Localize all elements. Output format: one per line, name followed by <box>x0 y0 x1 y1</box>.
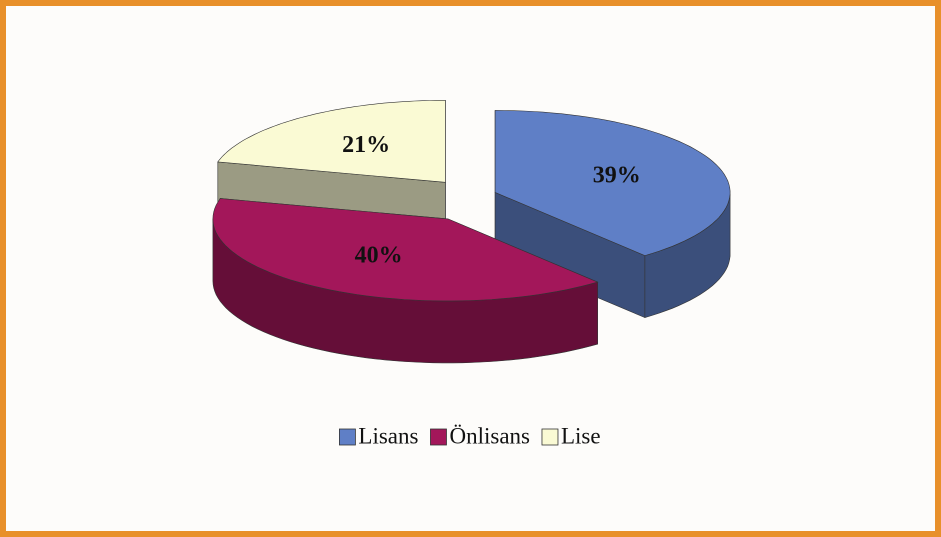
legend-label: Lisans <box>358 423 418 448</box>
slice-top <box>212 198 599 302</box>
legend: Lisans Önlisans Lise <box>339 423 601 448</box>
legend-label: Lise <box>561 423 601 448</box>
legend-swatch <box>541 428 559 446</box>
pie-slice: 39% <box>494 110 731 319</box>
legend-swatch <box>339 428 356 446</box>
legend-swatch <box>430 428 447 446</box>
slice-top <box>217 100 446 183</box>
data-label: 21% <box>342 132 390 158</box>
legend-label: Önlisans <box>449 423 530 448</box>
slice-top <box>494 110 731 256</box>
data-label: 39% <box>593 163 641 189</box>
pie-slice: 40% <box>212 198 599 364</box>
pie: 21% 39% 40% <box>212 100 731 364</box>
data-label: 40% <box>355 242 403 268</box>
